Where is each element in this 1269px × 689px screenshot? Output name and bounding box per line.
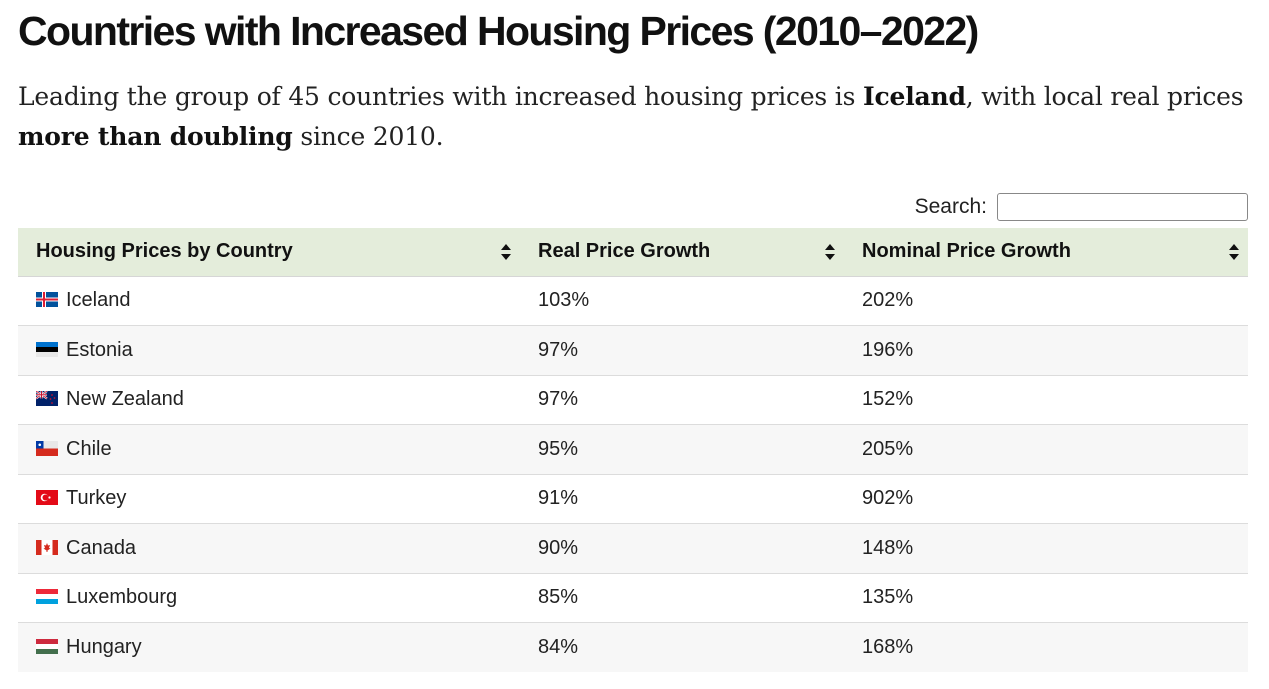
estonia-flag-icon [36,341,58,357]
table-row: Hungary 84% 168% [18,622,1248,673]
real-growth-cell: 91% [538,487,579,510]
column-header-label: Housing Prices by Country [36,240,293,263]
sort-icon [825,243,835,260]
nominal-growth-cell: 168% [862,636,914,658]
sort-icon [501,243,511,260]
country-name: Luxembourg [66,586,178,609]
table-row: Canada 90% 148% [18,523,1248,574]
country-cell: Turkey [18,474,520,524]
page-title: Countries with Increased Housing Prices … [18,8,979,54]
column-header-label: Real Price Growth [538,240,711,263]
subtitle-bold-2: more than doubling [18,122,293,151]
hungary-flag-icon [36,639,58,654]
real-growth-cell: 90% [538,536,579,559]
nominal-growth-cell: 152% [862,388,914,411]
search-input[interactable] [997,193,1248,221]
table-row: Turkey 91% 902% [18,474,1248,524]
column-header-country[interactable]: Housing Prices by Country [18,228,520,277]
real-growth-cell: 97% [538,388,579,411]
luxembourg-flag-icon [36,589,58,605]
turkey-flag-icon [36,490,58,506]
subtitle-text-1: Leading the group of 45 countries with i… [18,82,863,111]
column-header-nominal-growth[interactable]: Nominal Price Growth [844,228,1248,277]
nominal-growth-cell: 902% [862,487,914,510]
subtitle-text-3: since 2010. [292,122,444,151]
country-cell: New Zealand [18,375,520,425]
country-name: Iceland [66,289,131,312]
country-name: Chile [66,437,112,460]
column-header-real-growth[interactable]: Real Price Growth [520,228,844,277]
real-growth-cell: 95% [538,437,579,460]
country-cell: Estonia [18,326,520,376]
country-name: New Zealand [66,388,184,411]
column-header-label: Nominal Price Growth [862,240,1071,263]
country-cell: Luxembourg [18,573,520,623]
subtitle-bold-1: Iceland [862,82,966,111]
nominal-growth-cell: 202% [862,289,914,312]
nominal-growth-cell: 205% [862,437,914,460]
table-row: New Zealand 97% 152% [18,375,1248,425]
country-name: Turkey [66,487,127,510]
search-label: Search: [914,195,987,218]
housing-prices-table: Housing Prices by Country Real Price Gro… [18,228,1248,672]
nominal-growth-cell: 148% [862,536,914,559]
real-growth-cell: 85% [538,586,579,609]
nominal-growth-cell: 196% [862,338,914,361]
sort-icon [1229,243,1239,260]
table-row: Luxembourg 85% 135% [18,573,1248,623]
chile-flag-icon [36,440,58,456]
table-row: Iceland 103% 202% [18,276,1248,326]
new-zealand-flag-icon [36,391,58,407]
table-header-row: Housing Prices by Country Real Price Gro… [18,228,1248,277]
canada-flag-icon [36,539,58,555]
real-growth-cell: 84% [538,636,579,658]
real-growth-cell: 103% [538,289,590,312]
country-name: Hungary [66,636,142,658]
table-row: Estonia 97% 196% [18,325,1248,376]
table-row: Chile 95% 205% [18,424,1248,475]
country-name: Canada [66,536,137,559]
nominal-growth-cell: 135% [862,586,914,609]
page-subtitle: Leading the group of 45 countries with i… [18,77,1253,157]
country-cell: Canada [18,524,520,574]
real-growth-cell: 97% [538,338,579,361]
country-cell: Chile [18,425,520,475]
subtitle-text-2: , with local real prices [965,82,1244,111]
country-cell: Hungary [18,623,520,673]
country-cell: Iceland [18,276,520,326]
search-box: Search: [915,193,1248,221]
country-name: Estonia [66,338,133,361]
iceland-flag-icon [36,292,58,308]
